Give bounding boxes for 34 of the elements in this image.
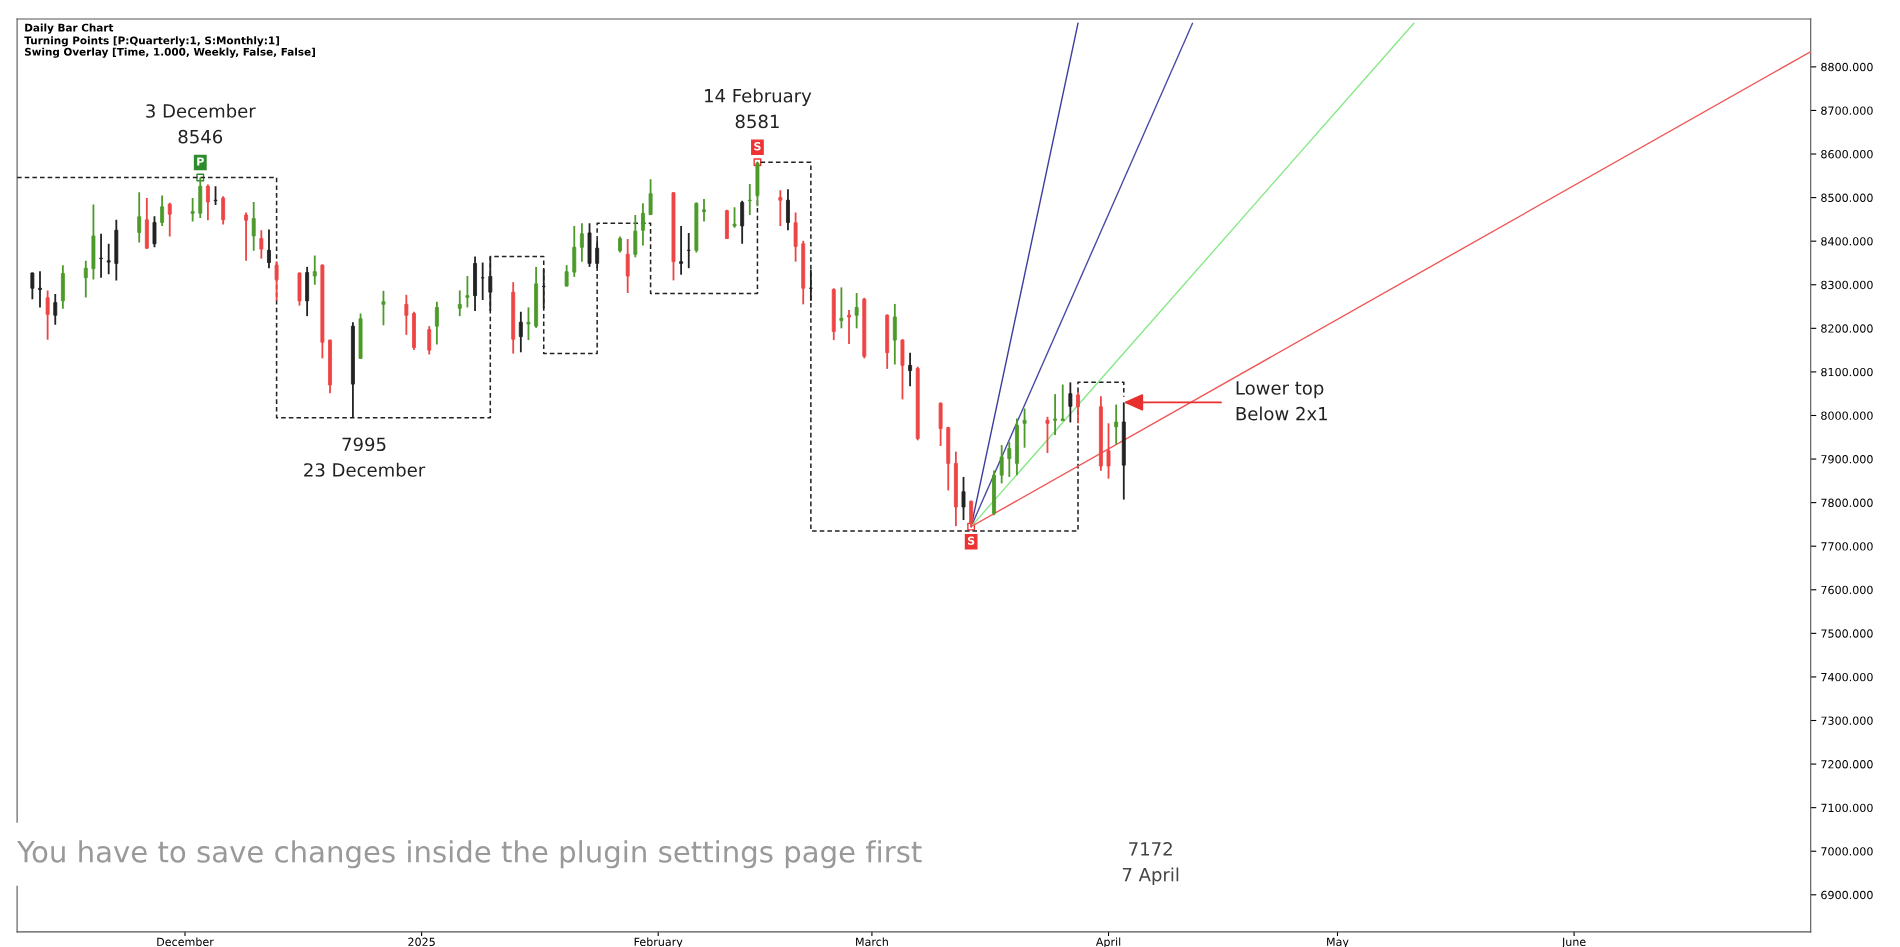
x-tick-label: December (157, 937, 214, 946)
annotation: 14 February 8581 (705, 88, 812, 129)
data-label: S (754, 142, 761, 151)
y-tick-label: 8300.000 (1821, 280, 1873, 290)
y-tick-label: 8400.000 (1821, 237, 1873, 246)
chart-title: Daily Bar Chart (25, 23, 114, 34)
x-tick-label: March (856, 937, 888, 946)
y-tick-label: 7000.000 (1821, 847, 1873, 856)
annotation: Lower top Below 2x1 (1236, 381, 1327, 421)
data-label: P (197, 157, 204, 166)
y-tick-label: 8800.000 (1821, 62, 1873, 72)
y-tick-label: 7400.000 (1821, 672, 1873, 682)
y-tick-label: 7100.000 (1821, 803, 1873, 813)
x-tick-label: 2025 (408, 937, 435, 946)
annotation: 7172 7 April (1122, 842, 1179, 885)
y-tick-label: 8700.000 (1821, 106, 1873, 115)
data-label: S (967, 536, 975, 545)
y-tick-label: 7500.000 (1821, 629, 1873, 638)
y-tick-label: 7200.000 (1821, 760, 1873, 769)
y-tick-label: 8200.000 (1821, 324, 1873, 333)
y-tick-label: 8600.000 (1821, 150, 1873, 159)
y-tick-label: 7800.000 (1821, 498, 1873, 508)
annotation: You have to save changes inside the plugin settings page first (17, 840, 922, 869)
y-tick-label: 8100.000 (1821, 367, 1873, 377)
y-tick-label: 7300.000 (1821, 716, 1873, 725)
y-tick-label: 8000.000 (1821, 411, 1873, 420)
y-tick-label: 6900.000 (1821, 890, 1873, 900)
text: Turning Points [P:Quarterly:1, S:Monthly:1] Swing Overlay [Time, 1.000, Weekly, False, False] (24, 36, 315, 58)
y-tick-label: 7900.000 (1821, 455, 1873, 464)
annotation: 7995 23 December (304, 437, 426, 477)
y-tick-label: 7700.000 (1821, 542, 1873, 551)
y-tick-label: 7600.000 (1821, 585, 1873, 595)
y-tick-label: 8500.000 (1821, 193, 1873, 202)
annotation: 3 December 8546 (146, 103, 256, 144)
